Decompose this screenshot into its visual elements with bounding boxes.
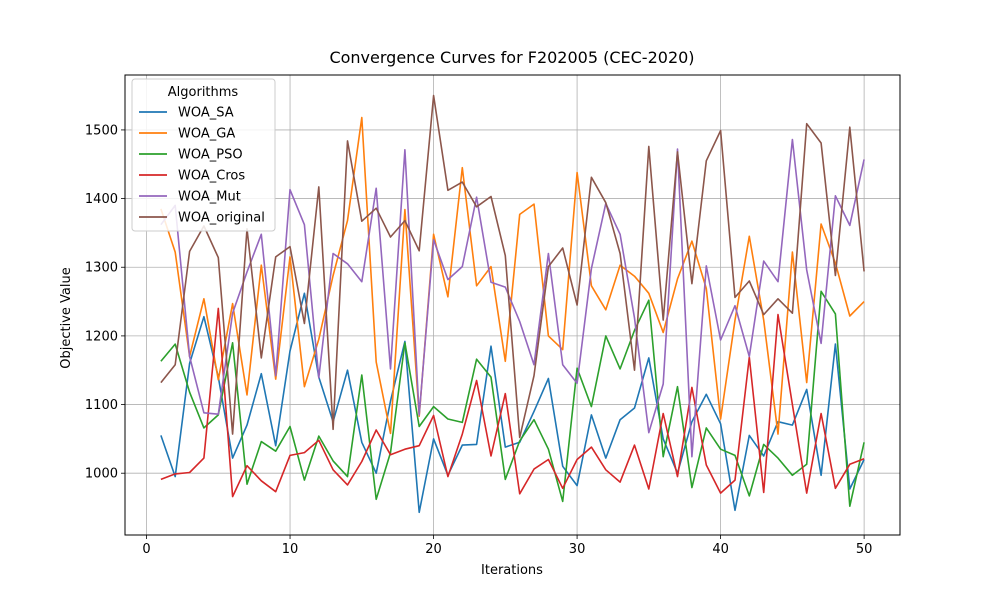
x-tick-label: 10 <box>282 542 299 557</box>
x-tick-label: 40 <box>712 542 729 557</box>
y-tick-label: 1000 <box>85 467 118 482</box>
legend-label: WOA_original <box>178 211 265 226</box>
y-tick-label: 1200 <box>85 329 118 344</box>
chart-title: Convergence Curves for F202005 (CEC-2020… <box>329 48 694 67</box>
y-tick-label: 1300 <box>85 261 118 276</box>
legend-label: WOA_Mut <box>178 190 241 205</box>
y-axis-label: Objective Value <box>59 267 74 368</box>
x-tick-label: 30 <box>569 542 586 557</box>
series-line-woa-original <box>160 94 865 439</box>
series-line-woa-pso <box>160 290 865 508</box>
x-tick-label: 50 <box>856 542 873 557</box>
y-tick-label: 1100 <box>85 398 118 413</box>
plot-area-frame <box>124 74 901 536</box>
series-lines <box>160 94 865 514</box>
legend: Algorithms WOA_SA WOA_GA WOA_PSO WOA_Cros WO… <box>131 78 276 232</box>
series-line-woa-ga <box>160 116 865 435</box>
x-axis-label: Iterations <box>481 563 543 578</box>
legend-label: WOA_SA <box>178 106 234 121</box>
x-tick-label: 0 <box>142 542 150 557</box>
axis-ticks: 0 10 20 30 40 50 1000 1100 1200 1300 1400 1500 <box>85 123 872 557</box>
series-line-woa-cros <box>160 307 865 498</box>
y-tick-label: 1400 <box>85 192 118 207</box>
y-tick-label: 1500 <box>85 123 118 138</box>
x-tick-label: 20 <box>425 542 442 557</box>
series-line-woa-mut <box>160 138 865 458</box>
legend-title: Algorithms <box>168 85 239 100</box>
legend-label: WOA_Cros <box>178 169 245 184</box>
legend-label: WOA_PSO <box>178 148 243 163</box>
legend-label: WOA_GA <box>178 127 235 142</box>
legend-box <box>131 78 276 232</box>
